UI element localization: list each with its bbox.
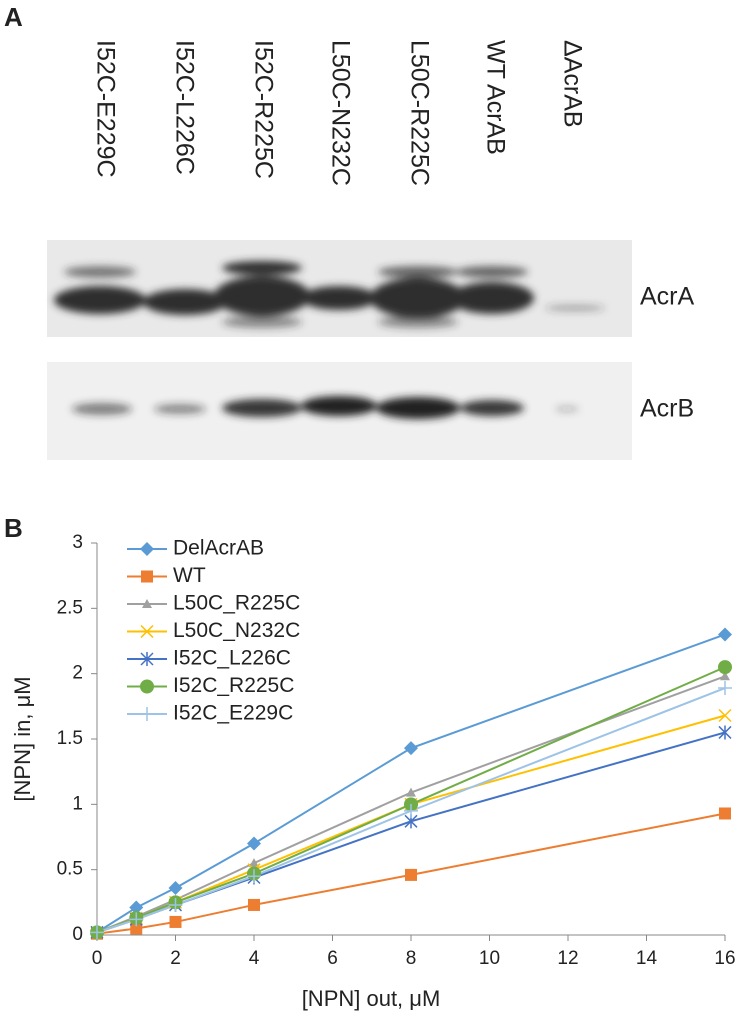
legend-label: L50C_R225C bbox=[173, 592, 300, 615]
marker bbox=[248, 898, 260, 911]
series-line bbox=[96, 687, 726, 934]
x-tick-label: 8 bbox=[406, 948, 417, 969]
marker bbox=[249, 858, 259, 868]
legend-label: I52C_E229C bbox=[173, 702, 293, 725]
legend-item: WT bbox=[127, 564, 206, 587]
marker bbox=[718, 627, 732, 642]
y-tick-label: 0.5 bbox=[57, 859, 83, 880]
x-tick-label: 6 bbox=[327, 948, 338, 969]
legend-item: I52C_L226C bbox=[127, 647, 291, 670]
y-axis-title: [NPN] in, μM bbox=[10, 676, 35, 801]
panel-label: B bbox=[4, 513, 23, 543]
x-axis-title: [NPN] out, μM bbox=[302, 986, 441, 1011]
y-tick-label: 3 bbox=[72, 532, 83, 553]
marker bbox=[140, 679, 154, 694]
legend-item: I52C_E229C bbox=[127, 702, 293, 725]
marker bbox=[405, 868, 417, 881]
marker bbox=[140, 652, 154, 666]
marker bbox=[404, 803, 418, 818]
panel-label: A bbox=[4, 2, 23, 32]
legend-item: L50C_N232C bbox=[127, 619, 300, 642]
legend-label: I52C_R225C bbox=[173, 674, 294, 697]
marker bbox=[141, 570, 153, 583]
legend-label: I52C_L226C bbox=[173, 647, 291, 670]
x-tick-label: 12 bbox=[557, 948, 578, 969]
lane-label: I52C-R225C bbox=[249, 40, 277, 179]
legend-item: DelAcrAB bbox=[127, 537, 264, 560]
marker bbox=[404, 741, 418, 756]
marker bbox=[129, 912, 144, 927]
marker bbox=[719, 807, 731, 820]
x-tick-label: 4 bbox=[249, 948, 260, 969]
x-tick-label: 0 bbox=[92, 948, 103, 969]
marker bbox=[140, 542, 154, 556]
marker bbox=[168, 897, 183, 912]
legend-label: L50C_N232C bbox=[173, 619, 300, 642]
lane-label: ΔAcrAB bbox=[558, 40, 586, 128]
marker bbox=[247, 869, 261, 884]
y-tick-label: 2.5 bbox=[57, 597, 83, 618]
series-line bbox=[96, 633, 726, 934]
marker bbox=[140, 624, 154, 639]
legend-label: DelAcrAB bbox=[173, 537, 264, 560]
marker bbox=[168, 880, 183, 895]
row-label: AcrB bbox=[640, 395, 694, 423]
marker bbox=[142, 599, 152, 608]
row-label: AcrA bbox=[640, 283, 695, 311]
legend-label: WT bbox=[173, 564, 206, 587]
legend-item: I52C_R225C bbox=[127, 674, 294, 697]
lane-label: I52C-E229C bbox=[91, 40, 119, 178]
marker bbox=[129, 900, 144, 915]
series-line bbox=[96, 812, 726, 935]
x-tick-label: 14 bbox=[636, 948, 658, 969]
legend-item: L50C_R225C bbox=[127, 592, 300, 615]
y-tick-label: 1.5 bbox=[57, 728, 83, 749]
lane-label: WT AcrAB bbox=[481, 40, 509, 155]
marker bbox=[718, 660, 732, 675]
x-tick-label: 16 bbox=[714, 948, 735, 969]
marker bbox=[140, 707, 154, 721]
x-tick-label: 10 bbox=[479, 948, 500, 969]
y-tick-label: 1 bbox=[72, 793, 83, 814]
marker bbox=[406, 787, 416, 797]
marker bbox=[130, 922, 143, 935]
y-tick-label: 2 bbox=[72, 663, 83, 684]
marker bbox=[169, 915, 182, 928]
blot-acrb bbox=[47, 362, 632, 460]
x-tick-label: 2 bbox=[170, 948, 181, 969]
lane-label: L50C-R225C bbox=[405, 40, 433, 186]
lane-label: I52C-L226C bbox=[170, 40, 198, 175]
marker bbox=[718, 681, 732, 696]
y-tick-label: 0 bbox=[72, 924, 83, 945]
blot-acra bbox=[47, 240, 632, 337]
marker bbox=[718, 708, 732, 723]
marker bbox=[720, 671, 730, 681]
marker bbox=[247, 836, 261, 851]
lane-label: L50C-N232C bbox=[326, 40, 354, 186]
marker bbox=[90, 925, 104, 940]
marker bbox=[718, 725, 732, 740]
